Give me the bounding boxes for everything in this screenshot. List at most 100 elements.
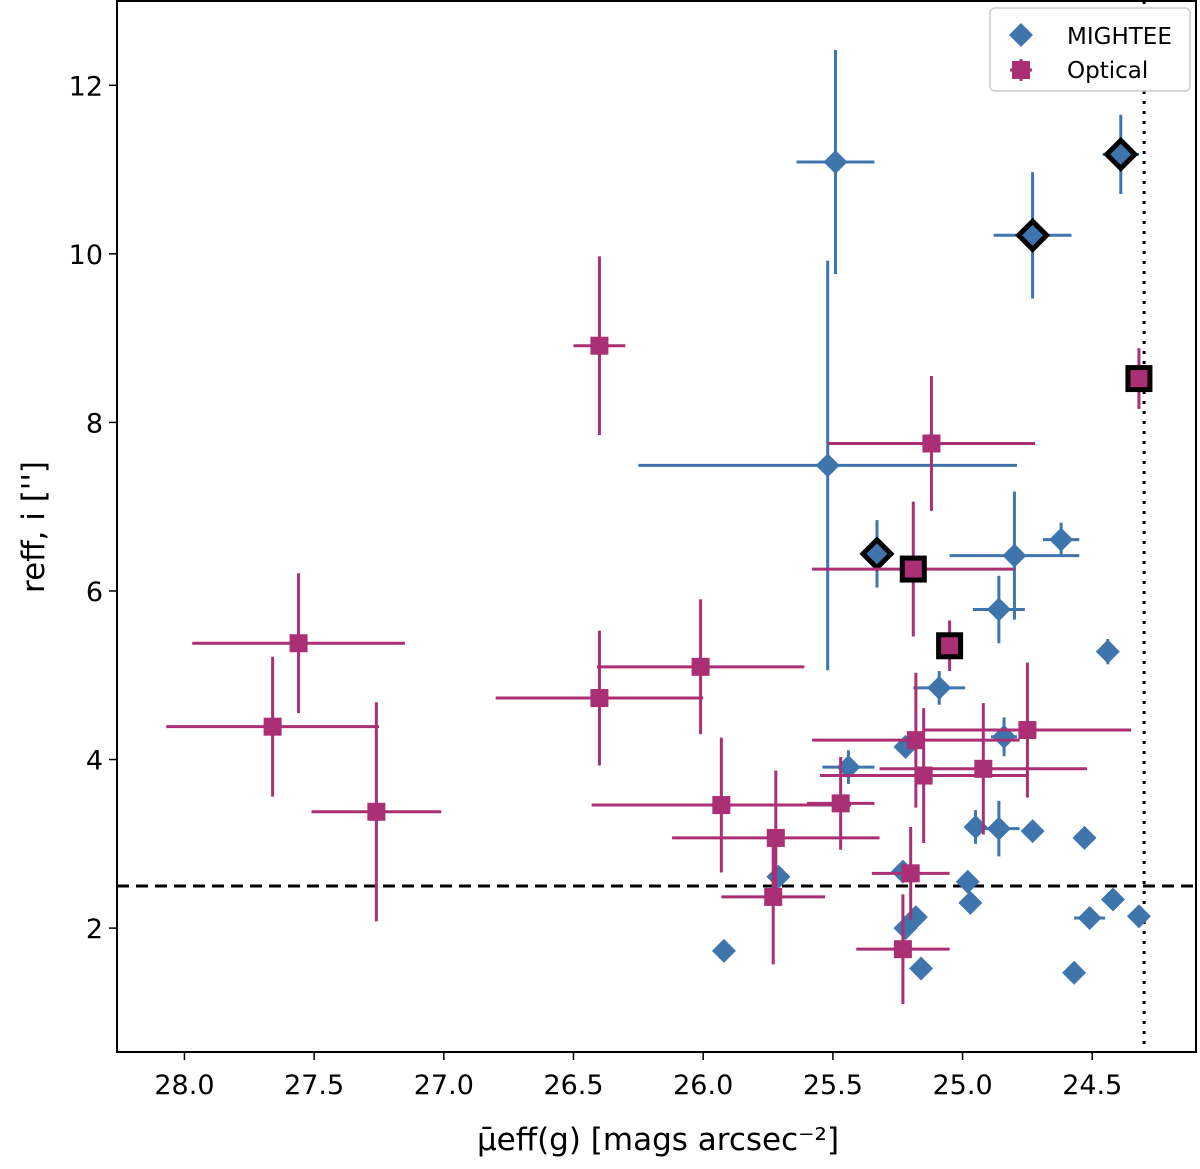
x-tick-label: 27.5 (284, 1070, 344, 1101)
diamond-marker (711, 938, 736, 963)
data-point-mightee (822, 750, 875, 784)
diamond-marker (1062, 960, 1087, 985)
square-marker (367, 802, 386, 821)
legend-box (989, 7, 1191, 92)
square-marker (901, 864, 920, 883)
y-tick-label: 2 (86, 914, 103, 945)
data-point-optical (871, 826, 950, 920)
diamond-marker (1077, 905, 1102, 930)
diamond-marker (986, 816, 1011, 841)
square-marker (764, 887, 783, 906)
diamond-marker (1095, 639, 1120, 664)
y-tick-label: 8 (86, 408, 103, 439)
diamond-marker (1072, 825, 1097, 850)
y-tick-label: 12 (69, 71, 103, 102)
data-point-mightee (978, 800, 1020, 857)
data-point-mightee (1042, 522, 1080, 557)
x-axis-label: μ̄eff(g) [mags arcsec⁻²] (477, 1122, 839, 1158)
data-point-optical (879, 703, 1088, 835)
data-point-mightee (909, 956, 934, 981)
x-tick-label: 26.5 (543, 1070, 603, 1101)
square-marker (263, 717, 282, 736)
data-point-mightee (1102, 114, 1139, 195)
legend-marker-mightee (1009, 23, 1033, 47)
square-marker (922, 434, 941, 453)
diamond-marker (992, 724, 1017, 749)
diamond-marker (963, 814, 988, 839)
diamond-marker (1020, 819, 1045, 844)
data-point-mightee (1101, 887, 1125, 912)
data-point-optical (596, 599, 805, 735)
diamond-marker (1049, 527, 1074, 552)
x-tick-label: 25.0 (933, 1070, 993, 1101)
data-point-mightee (1020, 819, 1045, 844)
square-marker (936, 632, 964, 660)
diamond-marker (1002, 543, 1027, 568)
y-tick-label: 6 (86, 577, 103, 608)
data-point-optical (573, 256, 626, 436)
data-point-optical (827, 376, 1036, 511)
data-point-optical (672, 770, 880, 906)
y-axis-ticks: 2 4 6 8 10 12 (69, 71, 117, 945)
square-marker (289, 634, 308, 653)
square-marker (906, 731, 925, 750)
diamond-marker (986, 597, 1011, 622)
square-marker (893, 940, 912, 959)
data-point-optical (721, 829, 826, 965)
x-tick-label: 28.0 (154, 1070, 214, 1101)
data-point-optical (812, 672, 1020, 808)
data-point-mightee (913, 671, 966, 705)
series-optical (166, 256, 1153, 1004)
data-point-optical (495, 630, 704, 766)
square-marker (691, 657, 710, 676)
data-point-optical (166, 656, 379, 797)
diamond-marker (1103, 136, 1139, 172)
data-point-optical (806, 757, 875, 850)
x-axis-ticks: 28.0 27.5 27.0 26.5 26.0 25.5 25.0 24.5 (154, 1052, 1122, 1101)
x-tick-label: 27.0 (414, 1070, 474, 1101)
legend-label-mightee: MIGHTEE (1067, 24, 1172, 50)
y-tick-label: 10 (69, 240, 103, 271)
data-point-mightee (949, 491, 1080, 620)
diamond-marker (836, 755, 861, 780)
square-marker (766, 828, 785, 847)
plot-frame (116, 0, 1197, 1053)
data-point-optical (311, 702, 442, 922)
data-point-optical (923, 662, 1132, 798)
square-marker (914, 766, 933, 785)
data-point-mightee (796, 49, 875, 275)
legend-marker-optical (1012, 61, 1030, 79)
diamond-marker (823, 149, 848, 174)
diamond-marker (1015, 217, 1051, 253)
data-point-mightee (1095, 639, 1120, 665)
square-marker (899, 555, 927, 583)
data-point-mightee (859, 520, 895, 588)
square-marker (712, 796, 731, 815)
y-tick-label: 4 (86, 746, 103, 777)
square-marker (1125, 365, 1153, 393)
data-point-optical (936, 620, 964, 672)
data-point-optical (192, 573, 405, 714)
data-point-mightee (638, 260, 1018, 671)
diamond-marker (955, 869, 980, 894)
square-marker (831, 794, 850, 813)
data-point-optical (812, 501, 1015, 637)
diamond-marker (909, 956, 934, 981)
data-point-mightee (955, 869, 980, 894)
plot-marks (117, 1, 1196, 1052)
diamond-marker (1126, 904, 1151, 929)
square-marker (590, 336, 609, 355)
data-point-mightee (993, 172, 1072, 299)
data-point-mightee (1072, 825, 1097, 850)
diamond-marker (927, 675, 952, 700)
data-point-mightee (1074, 905, 1106, 930)
y-axis-label: reff, i [''] (16, 461, 52, 593)
x-tick-label: 25.5 (803, 1070, 863, 1101)
x-tick-label: 26.0 (673, 1070, 733, 1101)
data-point-mightee (1062, 960, 1087, 985)
data-point-mightee (991, 717, 1018, 757)
legend-label-optical: Optical (1067, 58, 1148, 84)
data-point-mightee (1126, 904, 1151, 929)
data-point-mightee (963, 810, 988, 844)
